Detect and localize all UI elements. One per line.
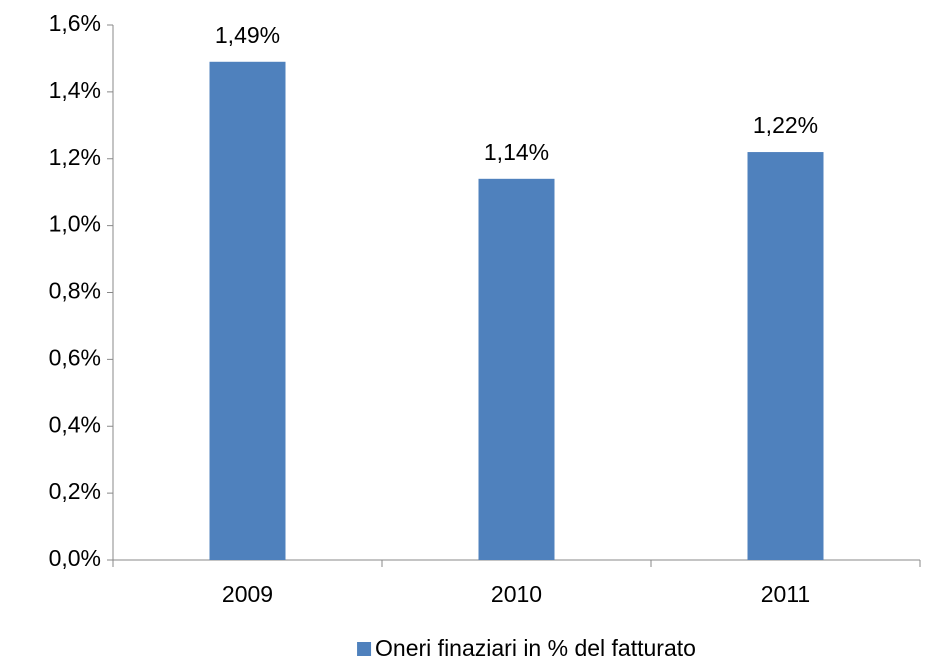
legend-swatch — [357, 642, 372, 656]
y-tick-label: 0,8% — [49, 278, 101, 304]
y-tick-label: 1,4% — [49, 77, 101, 103]
value-label: 1,14% — [484, 139, 549, 165]
bar — [478, 178, 555, 560]
x-tick-label: 2010 — [491, 581, 542, 607]
bar — [747, 152, 824, 560]
legend-label: Oneri finaziari in % del fatturato — [375, 635, 696, 661]
y-tick-label: 1,2% — [49, 144, 101, 170]
value-label: 1,22% — [753, 112, 818, 138]
y-tick-label: 0,0% — [49, 545, 101, 571]
x-tick-label: 2009 — [222, 581, 273, 607]
x-tick-label: 2011 — [761, 581, 810, 607]
y-tick-label: 0,6% — [49, 344, 101, 370]
y-tick-label: 0,2% — [49, 478, 101, 504]
bar — [209, 61, 286, 560]
value-label: 1,49% — [215, 22, 280, 48]
y-tick-label: 0,4% — [49, 411, 101, 437]
y-tick-label: 1,6% — [49, 10, 101, 36]
y-tick-label: 1,0% — [49, 211, 101, 237]
